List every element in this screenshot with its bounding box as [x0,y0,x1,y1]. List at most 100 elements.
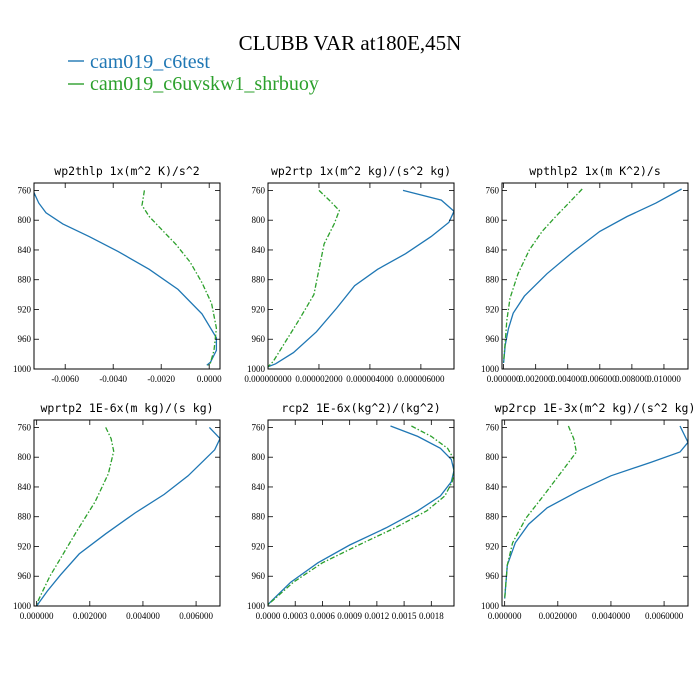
y-tick-label: 800 [486,452,500,462]
x-tick-label: 0.004000 [126,611,160,621]
y-tick-label: 840 [18,482,32,492]
series-line-c6uvskw1 [141,190,218,366]
y-tick-label: 1000 [247,364,266,374]
panel-5: rcp2 1E-6x(kg^2)/(kg^2) 760 800 840 880 920 96… [247,401,455,621]
plot-frame [501,182,689,370]
y-tick-label: 760 [252,422,266,432]
y-tick-label: 920 [252,304,266,314]
legend-label-c6test: cam019_c6test [90,51,210,73]
panel-1: wp2thlp 1x(m^2 K)/s^2 760 800 840 880 920 960 1… [13,164,222,384]
y-tick-label: 920 [486,304,500,314]
panel-title: wp2rcp 1E-3x(m^2 kg)/(s^2 kg) [495,401,696,415]
y-tick-label: 960 [486,571,500,581]
panel-title: wpthlp2 1x(m K^2)/s [529,164,661,178]
x-tick-label: 0.0000 [197,374,222,384]
panels: wp2thlp 1x(m^2 K)/s^2 760 800 840 880 920 960 1… [13,164,695,621]
series-line-c6test [504,425,688,599]
y-tick-label: 760 [18,185,32,195]
y-tick-label: 800 [18,215,32,225]
y-tick-label: 960 [18,334,32,344]
y-tick-label: 760 [486,422,500,432]
y-tick-label: 760 [252,185,266,195]
series-line-c6uvskw1 [502,188,583,362]
x-tick-label: 0.000002000 [295,374,343,384]
y-tick-label: 1000 [481,601,500,611]
x-tick-label: 0.0000 [256,611,281,621]
y-tick-label: 880 [486,512,500,522]
y-tick-label: 920 [486,541,500,551]
y-tick-label: 1000 [481,364,500,374]
y-tick-label: 840 [252,482,266,492]
plot-frame [267,182,455,370]
x-tick-label: 0.000004000 [346,374,394,384]
y-tick-label: 840 [18,245,32,255]
x-tick-label: 0.004000 [551,374,585,384]
x-tick-label: 0.0003 [283,611,308,621]
y-tick-label: 960 [252,334,266,344]
y-tick-label: 840 [486,245,500,255]
x-tick-label: 0.002000 [73,611,107,621]
x-tick-label: 0.0015 [392,611,417,621]
panel-3: wpthlp2 1x(m K^2)/s 760 800 840 880 920 960 100… [481,164,689,384]
x-tick-label: 0.008000 [615,374,649,384]
series-line-c6uvskw1 [36,427,115,605]
y-tick-label: 880 [252,275,266,285]
y-tick-label: 840 [252,245,266,255]
panel-4: wprtp2 1E-6x(m kg)/(s kg) 760 800 840 880 920… [13,401,221,621]
x-tick-label: 0.000000000 [244,374,292,384]
y-tick-label: 1000 [13,601,32,611]
y-tick-label: 800 [252,452,266,462]
y-tick-label: 800 [18,452,32,462]
panel-title: rcp2 1E-6x(kg^2)/(kg^2) [281,401,440,415]
legend: cam019_c6test cam019_c6uvskw1_shrbuoy [68,51,319,95]
y-tick-label: 920 [18,304,32,314]
panel-title: wp2thlp 1x(m^2 K)/s^2 [54,164,199,178]
x-tick-label: 0.002000 [519,374,553,384]
y-tick-label: 1000 [13,364,32,374]
x-tick-label: 0.000006000 [397,374,445,384]
y-tick-label: 960 [486,334,500,344]
plot-frame [501,419,689,607]
x-tick-label: 0.010000 [647,374,681,384]
y-tick-label: 960 [252,571,266,581]
x-tick-label: 0.0020000 [539,611,578,621]
y-tick-label: 1000 [247,601,266,611]
plot-frame [33,419,221,607]
y-tick-label: 760 [486,185,500,195]
y-tick-label: 880 [18,512,32,522]
x-tick-label: 0.000000 [487,374,521,384]
panel-title: wp2rtp 1x(m^2 kg)/(s^2 kg) [271,164,451,178]
y-tick-label: 880 [486,275,500,285]
series-line-c6test [268,425,454,605]
y-tick-label: 920 [18,541,32,551]
x-tick-label: 0.0012 [365,611,390,621]
series-line-c6uvskw1 [268,189,341,368]
panel-2: wp2rtp 1x(m^2 kg)/(s^2 kg) 760 800 840 880 92… [244,164,455,384]
x-tick-label: 0.000000 [488,611,522,621]
figure-title: CLUBB VAR at180E,45N [239,31,462,55]
x-tick-label: 0.006000 [179,611,213,621]
plot-frame [267,419,455,607]
x-tick-label: 0.000000 [20,611,54,621]
x-tick-label: 0.0018 [419,611,444,621]
series-line-c6test [502,188,682,364]
y-tick-label: 960 [18,571,32,581]
y-tick-label: 800 [486,215,500,225]
y-tick-label: 840 [486,482,500,492]
series-line-c6test [268,189,454,368]
x-tick-label: -0.0020 [147,374,175,384]
series-line-c6uvskw1 [504,425,578,599]
x-tick-label: 0.0006 [310,611,335,621]
x-tick-label: 0.0060000 [645,611,684,621]
panel-title: wprtp2 1E-6x(m kg)/(s kg) [40,401,213,415]
series-line-c6test [36,426,220,606]
x-tick-label: -0.0060 [51,374,79,384]
y-tick-label: 880 [252,512,266,522]
y-tick-label: 760 [18,422,32,432]
y-tick-label: 920 [252,541,266,551]
x-tick-label: 0.0040000 [592,611,631,621]
series-line-c6test [34,192,218,366]
x-tick-label: 0.0009 [337,611,362,621]
legend-label-c6uvskw1: cam019_c6uvskw1_shrbuoy [90,73,319,95]
